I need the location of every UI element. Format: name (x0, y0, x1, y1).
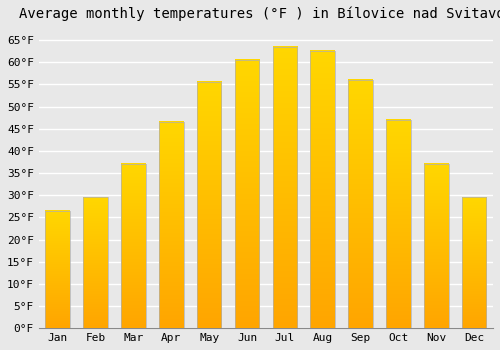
Bar (424, 164, 448, 328)
Bar (159, 122, 184, 328)
Bar (197, 82, 222, 328)
Bar (272, 47, 297, 328)
Title: Average monthly temperatures (°F ) in Bílovice nad Svitavou: Average monthly temperatures (°F ) in Bí… (19, 7, 500, 21)
Bar (84, 197, 108, 328)
Bar (121, 164, 146, 328)
Bar (462, 197, 486, 328)
Bar (386, 120, 410, 328)
Bar (46, 211, 70, 328)
Bar (348, 80, 373, 328)
Bar (310, 51, 335, 328)
Bar (234, 60, 260, 328)
